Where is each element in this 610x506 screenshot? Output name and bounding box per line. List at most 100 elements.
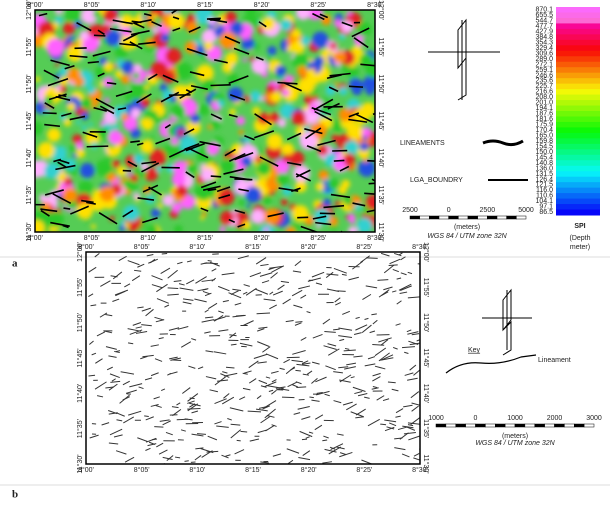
lineament — [82, 131, 98, 138]
lineament — [242, 291, 248, 295]
texture-blob — [338, 86, 348, 96]
texture-blob — [179, 135, 198, 154]
texture-blob — [198, 103, 210, 116]
lineament — [301, 362, 311, 365]
lineament — [338, 366, 349, 369]
x-coord-label: 8°05' — [84, 234, 100, 242]
y-coord-label: 11°40' — [76, 384, 84, 403]
scale-label: 2500 — [402, 207, 418, 214]
lineament — [326, 288, 340, 293]
lineament — [315, 282, 323, 286]
lineament — [101, 422, 110, 426]
texture-blob — [156, 166, 163, 173]
texture-blob — [225, 52, 238, 66]
texture-blob — [295, 126, 306, 137]
lineament — [249, 438, 260, 442]
lineament — [323, 345, 337, 351]
texture-blob — [104, 61, 114, 72]
lineament — [256, 395, 262, 400]
colorbar-label: 150.0 — [535, 149, 553, 156]
lineament — [302, 450, 311, 457]
colorbar-label: 427.9 — [535, 28, 553, 35]
lineament — [322, 318, 331, 325]
lineament — [315, 221, 332, 226]
lineament — [86, 201, 96, 205]
lineament — [269, 265, 283, 269]
lineament — [187, 400, 195, 404]
texture-blob — [186, 14, 197, 24]
colorbar-label: 235.6 — [535, 78, 553, 85]
colorbar-swatch — [556, 121, 600, 128]
lineament — [407, 424, 414, 427]
texture-blob — [201, 29, 217, 45]
texture-blob — [327, 178, 340, 190]
texture-blob — [108, 130, 123, 145]
lineament — [369, 330, 376, 334]
scale-bar — [445, 423, 456, 428]
lineament — [314, 414, 324, 420]
texture-blob — [151, 27, 158, 34]
lineament — [242, 387, 251, 391]
texture-blob — [116, 166, 127, 177]
x-coord-label: 8°10' — [189, 243, 205, 251]
lineament — [352, 386, 366, 393]
lineament — [158, 337, 164, 340]
texture-blob — [311, 31, 329, 49]
texture-blob — [140, 139, 154, 154]
lineament — [285, 366, 295, 375]
x-coord-label: 8°30' — [367, 1, 383, 9]
scale-bar — [409, 215, 420, 220]
lineament — [213, 316, 226, 321]
lineament — [344, 347, 350, 350]
lineament — [268, 389, 274, 393]
lineament — [169, 356, 178, 360]
lineament — [275, 386, 286, 389]
lineament — [197, 366, 204, 370]
texture-blob — [243, 136, 251, 144]
texture-blob — [62, 187, 78, 203]
colorbar-swatch — [556, 56, 600, 63]
lineament — [134, 269, 142, 272]
texture-blob — [124, 222, 130, 228]
texture-blob — [335, 200, 342, 207]
lineament — [191, 410, 199, 414]
colorbar-swatch — [556, 94, 600, 101]
lineament — [108, 355, 117, 358]
lineament — [336, 433, 344, 436]
y-coord-label: 11°45' — [25, 111, 33, 130]
lineament — [243, 284, 250, 287]
texture-blob — [346, 123, 364, 140]
colorbar-label: 131.5 — [535, 171, 553, 178]
lineament — [115, 450, 127, 455]
lineament — [188, 26, 201, 33]
lineament — [294, 322, 302, 326]
lineament — [355, 316, 360, 319]
lineament — [155, 405, 162, 408]
texture-blob — [159, 83, 168, 92]
lineament — [286, 132, 302, 141]
lineament — [371, 313, 377, 316]
lineament — [352, 260, 364, 270]
texture-blob — [144, 84, 150, 90]
scale-label: 0 — [474, 415, 478, 422]
colorbar-title: SPI — [574, 223, 585, 230]
texture-blob — [175, 62, 193, 80]
lineament — [200, 207, 209, 212]
lineament — [218, 329, 229, 332]
lineament — [364, 192, 375, 195]
lineament — [190, 84, 208, 91]
texture-blob — [219, 31, 237, 50]
lineament — [343, 349, 356, 352]
texture-blob — [361, 37, 368, 45]
texture-blob — [37, 141, 55, 159]
lineament — [81, 199, 94, 204]
lineament — [143, 13, 152, 17]
lineament — [382, 398, 390, 402]
lineament — [182, 387, 191, 394]
texture-blob — [271, 166, 279, 174]
texture-blob — [295, 10, 311, 20]
lineament — [292, 350, 306, 355]
texture-blob — [44, 162, 61, 179]
texture-blob — [359, 142, 369, 152]
texture-blob — [221, 157, 237, 174]
